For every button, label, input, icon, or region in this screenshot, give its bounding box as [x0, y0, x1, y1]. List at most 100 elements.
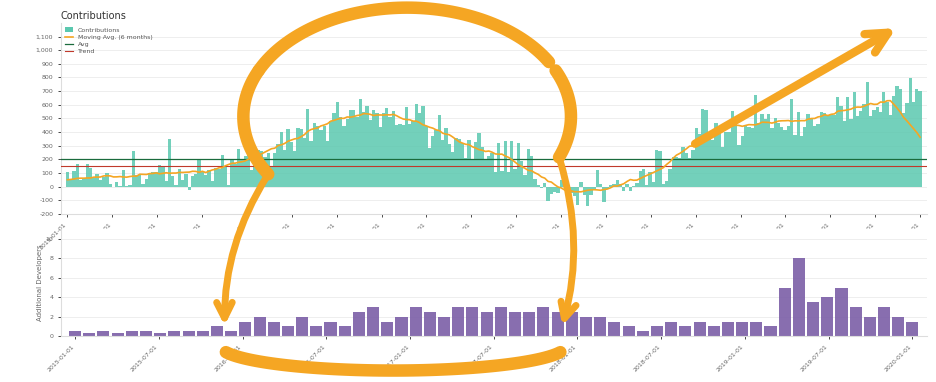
Bar: [534, 179, 536, 187]
Bar: [125, 331, 138, 336]
Bar: [367, 307, 379, 336]
Bar: [859, 112, 862, 187]
Bar: [241, 160, 243, 187]
Bar: [718, 129, 721, 187]
Bar: [765, 327, 777, 336]
Bar: [211, 181, 214, 187]
Bar: [576, 187, 579, 205]
Bar: [224, 167, 227, 187]
Bar: [665, 322, 677, 336]
Bar: [622, 187, 625, 191]
Bar: [698, 134, 701, 187]
Bar: [267, 153, 270, 187]
Text: Contributions: Contributions: [61, 11, 126, 21]
Bar: [872, 110, 875, 187]
Bar: [273, 153, 276, 187]
Bar: [343, 126, 345, 187]
Bar: [793, 258, 805, 336]
Bar: [352, 110, 356, 187]
Bar: [510, 141, 514, 187]
Bar: [434, 129, 438, 187]
Bar: [243, 157, 247, 187]
Bar: [95, 175, 98, 187]
Bar: [833, 115, 836, 187]
Bar: [111, 333, 124, 336]
Bar: [573, 187, 576, 196]
Bar: [197, 331, 209, 336]
Bar: [714, 123, 718, 187]
Bar: [701, 109, 705, 187]
Bar: [501, 171, 504, 187]
Bar: [154, 333, 167, 336]
Bar: [740, 136, 744, 187]
Bar: [293, 151, 296, 187]
Bar: [770, 128, 773, 187]
Bar: [705, 110, 708, 187]
Bar: [200, 172, 204, 187]
Bar: [708, 327, 720, 336]
Bar: [517, 143, 520, 187]
Bar: [632, 186, 636, 187]
Bar: [438, 317, 450, 336]
Bar: [282, 327, 294, 336]
Bar: [441, 140, 445, 187]
Bar: [530, 156, 534, 187]
Bar: [480, 312, 492, 336]
Bar: [425, 126, 428, 187]
Bar: [565, 312, 578, 336]
Bar: [362, 112, 365, 187]
Bar: [875, 107, 879, 187]
Bar: [767, 114, 770, 187]
Bar: [221, 155, 224, 187]
Bar: [816, 124, 820, 187]
Bar: [381, 322, 393, 336]
Bar: [820, 112, 823, 187]
Bar: [636, 331, 649, 336]
Bar: [497, 143, 501, 187]
Bar: [477, 133, 480, 187]
Bar: [451, 152, 454, 187]
Bar: [72, 171, 76, 187]
Bar: [79, 180, 82, 187]
Bar: [906, 322, 918, 336]
Bar: [636, 183, 638, 187]
Bar: [141, 184, 145, 187]
Bar: [349, 110, 352, 187]
Bar: [181, 180, 184, 187]
Bar: [681, 147, 684, 187]
Bar: [194, 174, 197, 187]
Bar: [849, 119, 853, 187]
Bar: [132, 151, 135, 187]
Bar: [339, 327, 351, 336]
Bar: [556, 187, 560, 193]
Bar: [829, 114, 833, 187]
Bar: [596, 170, 599, 187]
Bar: [738, 146, 740, 187]
Bar: [466, 307, 478, 336]
Bar: [365, 106, 369, 187]
Bar: [523, 312, 535, 336]
Bar: [339, 117, 343, 187]
Bar: [655, 149, 658, 187]
Bar: [727, 132, 731, 187]
Bar: [474, 142, 477, 187]
Bar: [813, 126, 816, 187]
Legend: Contributions, Moving Avg. (6 months), Avg, Trend: Contributions, Moving Avg. (6 months), A…: [64, 26, 154, 56]
Bar: [566, 187, 569, 202]
Bar: [836, 97, 840, 187]
Bar: [145, 179, 148, 187]
Bar: [619, 184, 622, 187]
Bar: [606, 187, 609, 189]
Bar: [708, 134, 711, 187]
Bar: [902, 113, 905, 187]
Bar: [399, 124, 402, 187]
Bar: [622, 327, 635, 336]
Bar: [187, 187, 191, 190]
Bar: [323, 126, 326, 187]
Bar: [168, 331, 181, 336]
Bar: [326, 141, 329, 187]
Bar: [608, 322, 621, 336]
Bar: [240, 322, 252, 336]
Bar: [268, 322, 280, 336]
Bar: [408, 124, 412, 187]
